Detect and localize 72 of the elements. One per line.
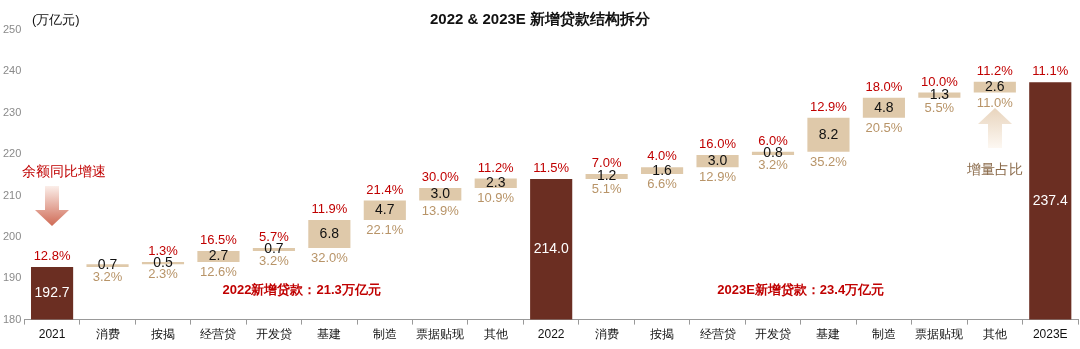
x-tick-label: 制造 (871, 327, 896, 342)
data-label: 8.2 (818, 125, 839, 142)
annotation: 13.9% (421, 202, 460, 218)
annotation: 12.8% (33, 248, 71, 264)
y-tick-label: 190 (2, 271, 22, 284)
x-tick-label: 票据贴现 (416, 327, 465, 342)
x-tick-label: 2022 (537, 327, 565, 342)
annotation: 12.6% (200, 264, 238, 280)
annotation: 35.2% (810, 153, 848, 169)
annotation: 12.9% (810, 98, 848, 114)
annotation: 2022新增贷款：21.3万亿元 (222, 281, 381, 297)
annotation: 32.0% (310, 250, 349, 266)
data-label: 214.0 (533, 240, 569, 257)
y-tick-label: 220 (2, 147, 22, 160)
x-tick-label: 开发贷 (255, 327, 292, 342)
x-tick-label: 消费 (95, 327, 120, 342)
annotation: 22.1% (366, 221, 404, 237)
annotation: 4.0% (647, 148, 678, 164)
annotation: 11.2% (477, 159, 515, 175)
annotation: 30.0% (421, 169, 460, 185)
y-tick-label: 230 (2, 105, 22, 118)
annotation: 16.5% (200, 232, 238, 247)
x-tick-label: 经营贷 (200, 327, 237, 342)
x-tick-label: 按揭 (150, 327, 175, 342)
annotation: 2023E新增贷款：23.4万亿元 (717, 281, 885, 297)
annotation: 20.5% (865, 119, 903, 135)
annotation: 21.4% (366, 181, 404, 197)
annotation: 11.9% (311, 200, 348, 216)
data-label: 4.8 (874, 98, 894, 115)
x-tick-label: 按揭 (650, 327, 675, 342)
annotation: 余额同比增速 (22, 162, 107, 179)
y-axis-title: (万亿元) (32, 11, 80, 27)
annotation: 10.0% (920, 73, 959, 89)
x-tick-label: 经营贷 (699, 327, 736, 342)
data-label: 1.6 (652, 161, 673, 178)
data-label: 4.7 (375, 201, 395, 218)
y-tick-label: 250 (2, 23, 22, 36)
x-tick-label: 2023E (1032, 327, 1068, 342)
y-tick-label: 210 (2, 188, 22, 201)
data-label: 192.7 (34, 284, 70, 301)
data-label: 237.4 (1032, 191, 1068, 208)
annotation: 16.0% (699, 136, 737, 152)
y-tick-label: 180 (2, 312, 22, 325)
x-tick-label: 基建 (816, 327, 841, 342)
x-tick-label: 制造 (372, 327, 397, 342)
annotation: 18.0% (865, 78, 903, 94)
y-tick-label: 240 (2, 64, 22, 77)
annotation: 11.1% (1032, 63, 1069, 79)
data-label: 3.0 (707, 152, 728, 169)
annotation: 11.0% (976, 94, 1014, 110)
annotation: 增量占比 (965, 160, 1023, 177)
data-label: 2.7 (208, 247, 229, 264)
x-tick-label: 其他 (483, 327, 508, 342)
annotation: 12.9% (699, 169, 737, 185)
x-tick-label: 基建 (317, 327, 342, 342)
data-label: 2.6 (985, 77, 1005, 94)
x-tick-label: 其他 (982, 327, 1007, 342)
y-tick-label: 200 (2, 229, 22, 242)
annotation: 11.5% (533, 160, 570, 176)
x-tick-label: 消费 (594, 327, 619, 342)
annotation: 2.3% (148, 266, 179, 282)
annotation: 6.6% (647, 176, 678, 192)
x-tick-label: 2021 (38, 327, 66, 342)
data-label: 3.0 (430, 185, 451, 202)
annotation: 5.1% (591, 181, 622, 197)
chart-title: 2022 & 2023E 新增贷款结构拆分 (429, 10, 652, 28)
x-tick-label: 开发贷 (755, 327, 791, 342)
data-label: 2.3 (485, 174, 506, 191)
annotation: 11.2% (976, 62, 1014, 78)
x-tick-label: 票据贴现 (915, 327, 964, 342)
annotation: 10.9% (477, 190, 515, 206)
data-label: 6.8 (319, 224, 340, 241)
